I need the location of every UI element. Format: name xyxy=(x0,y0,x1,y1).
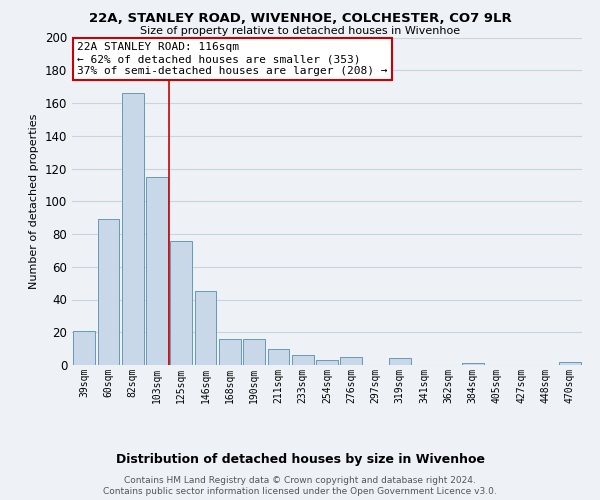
Bar xyxy=(268,348,289,365)
Text: Contains public sector information licensed under the Open Government Licence v3: Contains public sector information licen… xyxy=(103,488,497,496)
Bar xyxy=(73,330,95,365)
Bar xyxy=(243,339,265,365)
Bar xyxy=(292,355,314,365)
Bar xyxy=(316,360,338,365)
Bar xyxy=(170,240,192,365)
Bar xyxy=(97,220,119,365)
Bar xyxy=(122,93,143,365)
Bar xyxy=(389,358,411,365)
Bar xyxy=(340,357,362,365)
Bar xyxy=(462,364,484,365)
Bar xyxy=(559,362,581,365)
Text: Contains HM Land Registry data © Crown copyright and database right 2024.: Contains HM Land Registry data © Crown c… xyxy=(124,476,476,485)
Text: 22A, STANLEY ROAD, WIVENHOE, COLCHESTER, CO7 9LR: 22A, STANLEY ROAD, WIVENHOE, COLCHESTER,… xyxy=(89,12,511,26)
Text: 22A STANLEY ROAD: 116sqm
← 62% of detached houses are smaller (353)
37% of semi-: 22A STANLEY ROAD: 116sqm ← 62% of detach… xyxy=(77,42,388,76)
Text: Distribution of detached houses by size in Wivenhoe: Distribution of detached houses by size … xyxy=(115,452,485,466)
Bar xyxy=(146,176,168,365)
Bar xyxy=(194,292,217,365)
Bar xyxy=(219,339,241,365)
Y-axis label: Number of detached properties: Number of detached properties xyxy=(29,114,39,289)
Text: Size of property relative to detached houses in Wivenhoe: Size of property relative to detached ho… xyxy=(140,26,460,36)
